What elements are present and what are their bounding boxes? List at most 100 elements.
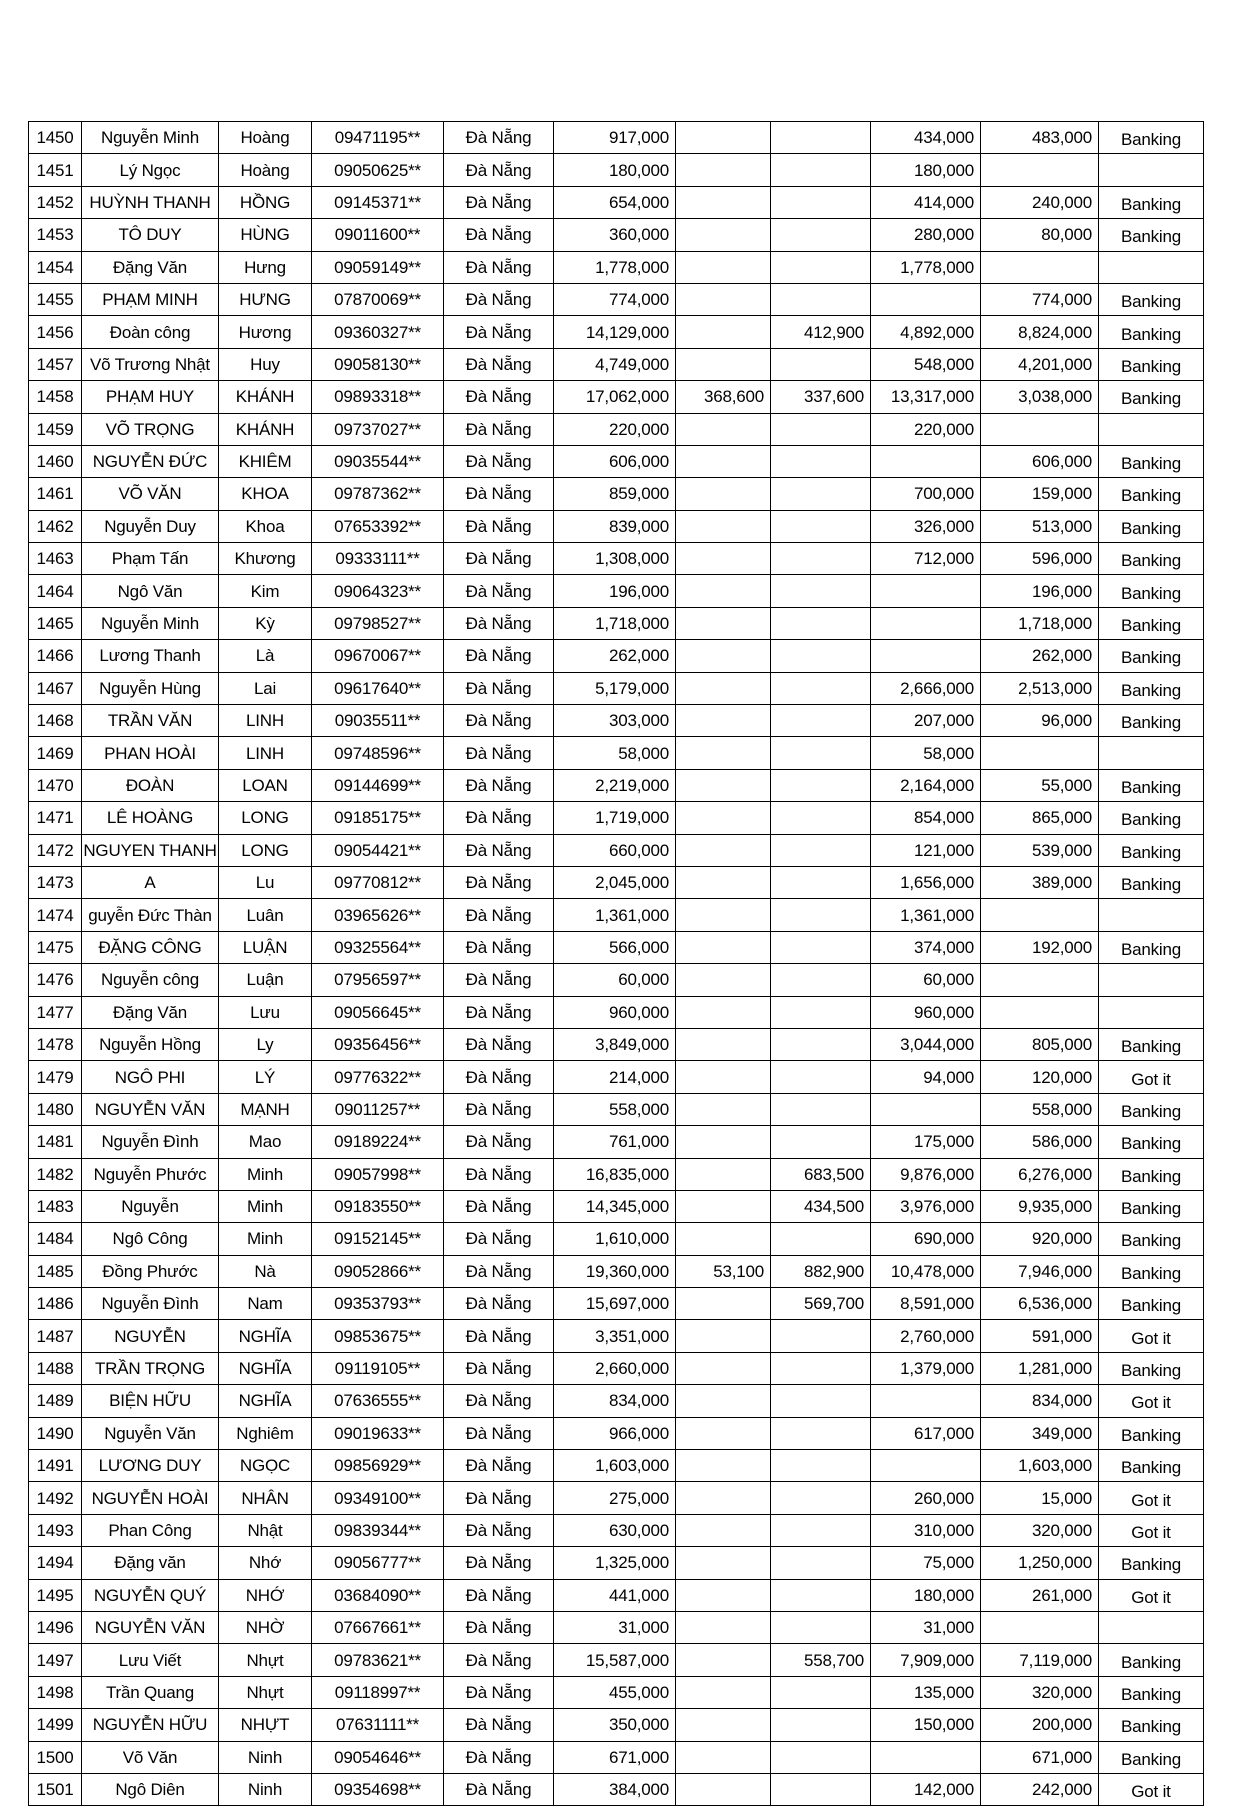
amount-col-2-cell (770, 1092, 871, 1127)
amount-col-2-cell (770, 153, 871, 187)
phone-cell: 09035544** (311, 444, 444, 479)
table-row: 1451 Lý Ngọc Hoàng 09050625** Đà Nẵng 180,000… (28, 153, 1204, 187)
payment-method-cell (1098, 963, 1204, 997)
payment-method-cell: Banking (1098, 1222, 1204, 1256)
amount-col-1-cell (675, 1125, 771, 1159)
amount-col-1-cell (675, 801, 771, 835)
amount-col-4-cell: 15,000 (980, 1481, 1099, 1515)
city-cell: Đà Nẵng (443, 1125, 554, 1159)
phone-cell: 09333111** (311, 542, 444, 576)
amount-col-4-cell: 483,000 (980, 120, 1099, 155)
amount-col-3-cell (870, 1740, 981, 1774)
first-middle-name-cell: Ngô Văn (81, 574, 219, 608)
total-amount-cell: 839,000 (553, 509, 676, 544)
amount-col-4-cell: 774,000 (980, 282, 1099, 317)
amount-col-1-cell (675, 639, 771, 673)
payment-method-cell: Banking (1098, 1416, 1204, 1451)
table-row: 1500 Võ Văn Ninh 09054646** Đà Nẵng 671,000 67… (28, 1740, 1204, 1774)
given-name-cell: Lưu (218, 995, 312, 1029)
first-middle-name-cell: Nguyễn Hùng (81, 671, 219, 706)
amount-col-4-cell: 200,000 (980, 1708, 1099, 1742)
row-index-cell: 1479 (28, 1060, 82, 1094)
amount-col-3-cell: 2,666,000 (870, 671, 981, 706)
amount-col-4-cell: 7,946,000 (980, 1254, 1099, 1289)
amount-col-2-cell (770, 120, 871, 155)
row-index-cell: 1464 (28, 574, 82, 608)
phone-cell: 07653392** (311, 509, 444, 544)
table-row: 1479 NGÔ PHI LÝ 09776322** Đà Nẵng 214,000 94,… (28, 1060, 1204, 1094)
row-index-cell: 1484 (28, 1222, 82, 1256)
given-name-cell: LUẬN (218, 930, 312, 965)
phone-cell: 09471195** (311, 120, 444, 155)
city-cell: Đà Nẵng (443, 315, 554, 349)
table-row: 1458 PHẠM HUY KHÁNH 09893318** Đà Nẵng 17,062… (28, 380, 1204, 414)
amount-col-2-cell (770, 995, 871, 1029)
amount-col-1-cell (675, 1675, 771, 1710)
total-amount-cell: 671,000 (553, 1740, 676, 1774)
table-row: 1489 BIỆN HỮU NGHĨA 07636555** Đà Nẵng 834,00… (28, 1384, 1204, 1418)
table-row: 1494 Đặng văn Nhớ 09056777** Đà Nẵng 1,325,00… (28, 1546, 1204, 1580)
amount-col-4-cell: 96,000 (980, 704, 1099, 738)
amount-col-2-cell (770, 1708, 871, 1742)
amount-col-4-cell: 591,000 (980, 1319, 1099, 1353)
table-row: 1484 Ngô Công Minh 09152145** Đà Nẵng 1,610,0… (28, 1222, 1204, 1256)
amount-col-1-cell (675, 477, 771, 511)
amount-col-2-cell (770, 185, 871, 220)
given-name-cell: KHÁNH (218, 380, 312, 414)
total-amount-cell: 262,000 (553, 639, 676, 673)
total-amount-cell: 441,000 (553, 1578, 676, 1612)
amount-col-2-cell (770, 963, 871, 997)
first-middle-name-cell: NGUYEN THANH (81, 833, 219, 867)
given-name-cell: Luận (218, 963, 312, 997)
amount-col-4-cell: 320,000 (980, 1513, 1099, 1548)
city-cell: Đà Nẵng (443, 1675, 554, 1710)
first-middle-name-cell: Lý Ngọc (81, 153, 219, 187)
amount-col-3-cell (870, 1092, 981, 1127)
given-name-cell: NHÂN (218, 1481, 312, 1515)
amount-col-1-cell (675, 1384, 771, 1418)
total-amount-cell: 2,045,000 (553, 865, 676, 900)
amount-col-1-cell (675, 1708, 771, 1742)
payment-method-cell: Banking (1098, 1157, 1204, 1191)
payment-method-cell: Got it (1098, 1060, 1204, 1094)
table-row: 1462 Nguyễn Duy Khoa 07653392** Đà Nẵng 839,0… (28, 509, 1204, 544)
amount-col-1-cell (675, 1222, 771, 1256)
table-row: 1485 Đồng Phước Nà 09052866** Đà Nẵng 19,360,… (28, 1254, 1204, 1289)
amount-col-4-cell: 558,000 (980, 1092, 1099, 1127)
phone-cell: 03965626** (311, 898, 444, 932)
total-amount-cell: 660,000 (553, 833, 676, 867)
amount-col-1-cell (675, 1772, 771, 1806)
amount-col-3-cell: 310,000 (870, 1513, 981, 1548)
row-index-cell: 1487 (28, 1319, 82, 1353)
table-row: 1461 VÕ VĂN KHOA 09787362** Đà Nẵng 859,000 70… (28, 477, 1204, 511)
city-cell: Đà Nẵng (443, 412, 554, 446)
amount-col-4-cell (980, 736, 1099, 770)
amount-col-1-cell (675, 1449, 771, 1483)
table-row: 1469 PHAN HOÀI LINH 09748596** Đà Nẵng 58,000… (28, 736, 1204, 770)
table-row: 1470 ĐOÀN LOAN 09144699** Đà Nẵng 2,219,000 2,… (28, 768, 1204, 803)
amount-col-1-cell: 368,600 (675, 380, 771, 414)
given-name-cell: HỒNG (218, 185, 312, 220)
amount-col-4-cell: 192,000 (980, 930, 1099, 965)
amount-col-2-cell (770, 768, 871, 803)
city-cell: Đà Nẵng (443, 963, 554, 997)
total-amount-cell: 3,351,000 (553, 1319, 676, 1353)
city-cell: Đà Nẵng (443, 833, 554, 867)
row-index-cell: 1501 (28, 1772, 82, 1806)
first-middle-name-cell: PHAN HOÀI (81, 736, 219, 770)
city-cell: Đà Nẵng (443, 1449, 554, 1483)
total-amount-cell: 1,718,000 (553, 606, 676, 641)
total-amount-cell: 1,610,000 (553, 1222, 676, 1256)
phone-cell: 09064323** (311, 574, 444, 608)
first-middle-name-cell: HUỲNH THANH (81, 185, 219, 220)
first-middle-name-cell: PHẠM MINH (81, 282, 219, 317)
payment-method-cell: Got it (1098, 1772, 1204, 1806)
total-amount-cell: 606,000 (553, 444, 676, 479)
amount-col-1-cell (675, 509, 771, 544)
amount-col-3-cell: 700,000 (870, 477, 981, 511)
phone-cell: 09737027** (311, 412, 444, 446)
amount-col-4-cell: 539,000 (980, 833, 1099, 867)
given-name-cell: Lai (218, 671, 312, 706)
amount-col-3-cell: 326,000 (870, 509, 981, 544)
payment-method-cell: Got it (1098, 1513, 1204, 1548)
